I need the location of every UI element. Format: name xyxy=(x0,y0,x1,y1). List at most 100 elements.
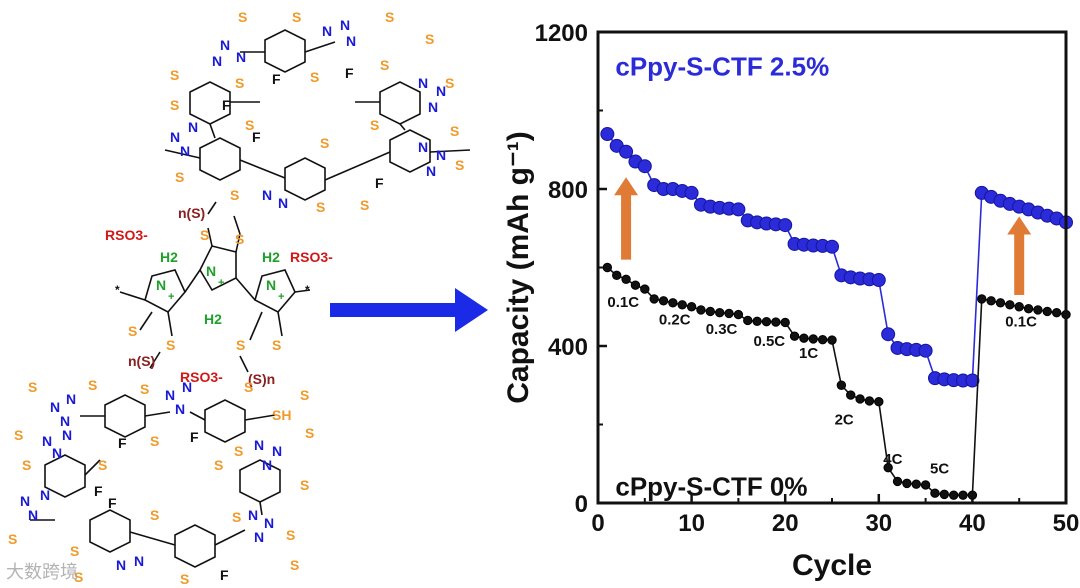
data-point-cppy-s-ctf-0 xyxy=(995,298,1006,308)
svg-text:S: S xyxy=(455,157,464,173)
svg-text:F: F xyxy=(375,175,384,191)
data-point-cppy-s-ctf-0 xyxy=(677,300,687,310)
svg-text:N: N xyxy=(426,163,436,179)
data-point-cppy-s-ctf-0 xyxy=(752,316,762,326)
svg-text:*: * xyxy=(115,283,120,297)
svg-text:S: S xyxy=(360,197,369,213)
data-point-cppy-s-ctf-0 xyxy=(1042,306,1052,317)
sulfonate-label: RSO3- xyxy=(290,249,333,265)
svg-text:S: S xyxy=(316,199,325,215)
svg-text:N: N xyxy=(262,457,272,473)
svg-text:N: N xyxy=(66,391,76,407)
data-point-cppy-s-ctf-2-5 xyxy=(731,202,746,217)
svg-text:S: S xyxy=(170,97,179,113)
svg-text:N: N xyxy=(272,443,282,459)
svg-text:S: S xyxy=(450,123,459,139)
svg-text:N: N xyxy=(428,99,438,115)
data-point-cppy-s-ctf-2-5 xyxy=(825,239,839,254)
svg-text:N: N xyxy=(418,139,428,155)
svg-text:S: S xyxy=(234,443,243,459)
data-point-cppy-s-ctf-0 xyxy=(771,317,781,327)
svg-text:F: F xyxy=(94,483,103,499)
data-point-cppy-s-ctf-0 xyxy=(705,306,716,317)
svg-text:F: F xyxy=(118,435,127,451)
svg-text:+: + xyxy=(218,277,224,289)
c-rate-label: 0.5C xyxy=(753,333,785,350)
svg-text:S: S xyxy=(300,387,309,403)
svg-text:S: S xyxy=(214,457,223,473)
data-point-cppy-s-ctf-2-5 xyxy=(684,185,699,200)
data-point-cppy-s-ctf-0 xyxy=(817,335,828,345)
svg-text:N: N xyxy=(254,437,264,453)
c-rate-label: 0.1C xyxy=(607,294,639,311)
svg-text:S: S xyxy=(236,337,245,353)
svg-text:N: N xyxy=(418,75,428,91)
svg-text:N: N xyxy=(156,277,166,293)
svg-text:S: S xyxy=(272,337,281,353)
data-point-cppy-s-ctf-0 xyxy=(836,380,847,390)
data-point-cppy-s-ctf-0 xyxy=(714,307,725,318)
watermark: 大数跨境 xyxy=(6,562,78,583)
c-rate-label: 2C xyxy=(835,412,854,429)
svg-text:N: N xyxy=(206,263,216,279)
svg-text:S: S xyxy=(245,117,254,133)
x-tick-label: 10 xyxy=(678,510,705,537)
svg-text:S: S xyxy=(320,135,329,151)
svg-text:N: N xyxy=(436,83,446,99)
svg-text:+: + xyxy=(278,291,284,303)
svg-text:F: F xyxy=(220,567,229,583)
data-point-cppy-s-ctf-0 xyxy=(846,390,856,400)
data-point-cppy-s-ctf-0 xyxy=(696,305,706,315)
svg-text:S: S xyxy=(150,433,159,449)
data-point-cppy-s-ctf-0 xyxy=(902,478,912,489)
data-point-cppy-s-ctf-2-5 xyxy=(965,373,980,388)
data-point-cppy-s-ctf-0 xyxy=(733,309,744,320)
data-point-cppy-s-ctf-2-5 xyxy=(619,144,634,159)
svg-text:S: S xyxy=(140,381,149,397)
data-point-cppy-s-ctf-0 xyxy=(986,296,996,306)
svg-text:S: S xyxy=(170,67,179,83)
svg-text:S: S xyxy=(235,231,244,247)
y-tick-label: 800 xyxy=(548,177,588,204)
svg-text:S: S xyxy=(98,457,107,473)
data-point-cppy-s-ctf-0 xyxy=(780,317,790,328)
data-point-cppy-s-ctf-0 xyxy=(761,316,772,327)
svg-text:S: S xyxy=(175,169,184,185)
data-point-cppy-s-ctf-0 xyxy=(1033,305,1043,315)
svg-text:S: S xyxy=(88,377,97,393)
rate-capability-chart: 0 10 20 30 40 50 0 400 800 1200 Cycle Capacity (mAh… xyxy=(502,20,1079,582)
data-point-cppy-s-ctf-0 xyxy=(799,333,809,343)
improvement-arrow-head xyxy=(614,177,639,196)
svg-text:F: F xyxy=(190,429,199,445)
svg-text:N: N xyxy=(52,445,62,461)
svg-text:N: N xyxy=(322,23,332,39)
svg-text:N: N xyxy=(28,507,38,523)
data-point-cppy-s-ctf-0 xyxy=(658,296,669,306)
data-point-cppy-s-ctf-0 xyxy=(1023,304,1034,314)
svg-text:N: N xyxy=(20,493,30,509)
svg-text:N: N xyxy=(116,557,126,573)
data-point-cppy-s-ctf-0 xyxy=(920,480,931,490)
svg-text:N: N xyxy=(62,427,72,443)
data-point-cppy-s-ctf-0 xyxy=(1005,300,1015,310)
svg-text:SH: SH xyxy=(272,407,291,423)
polysulfide-label: n(S) xyxy=(178,205,205,221)
svg-text:*: * xyxy=(305,283,310,297)
data-point-cppy-s-ctf-2-5 xyxy=(871,273,886,288)
data-point-cppy-s-ctf-2-5 xyxy=(778,218,793,233)
polysulfide-label: n(S) xyxy=(128,353,155,369)
svg-text:N: N xyxy=(236,49,246,65)
data-point-cppy-s-ctf-0 xyxy=(808,334,818,344)
data-point-cppy-s-ctf-0 xyxy=(612,270,622,281)
svg-text:S: S xyxy=(292,9,301,25)
svg-text:N: N xyxy=(188,119,198,135)
x-axis-label: Cycle xyxy=(792,549,872,582)
improvement-arrow-head xyxy=(1007,216,1032,235)
svg-text:S: S xyxy=(305,425,314,441)
svg-text:N: N xyxy=(248,507,258,523)
data-point-cppy-s-ctf-0 xyxy=(789,331,800,341)
svg-text:N: N xyxy=(436,147,446,163)
svg-text:S: S xyxy=(370,117,379,133)
